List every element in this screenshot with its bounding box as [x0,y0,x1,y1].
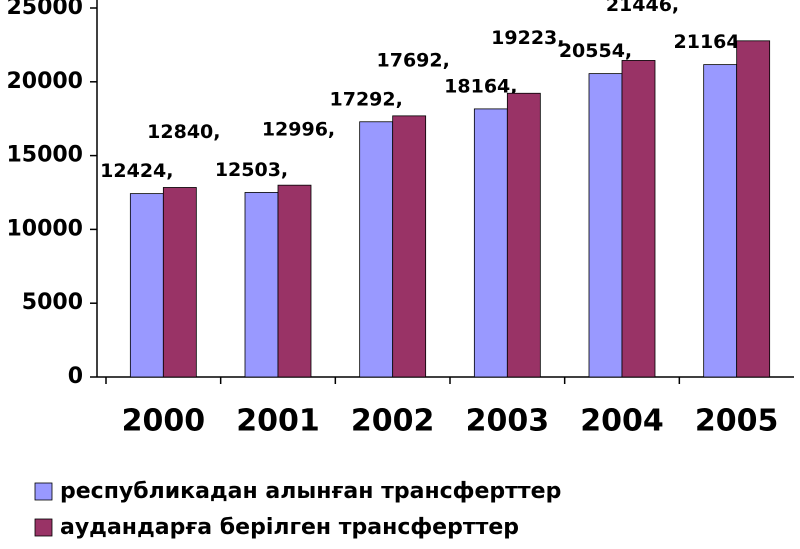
x-tick-label: 2001 [236,404,320,439]
data-label: 12503, [215,159,288,181]
data-label: 17692, [377,49,450,71]
bar [162,187,197,378]
bar [703,64,738,378]
y-tick-label: 25000 [6,0,83,20]
data-label: 12424, [100,160,173,182]
data-label: 17292, [330,88,403,110]
data-label: 20554, [559,40,632,62]
y-tick-label: 15000 [6,143,83,168]
bar [129,193,164,378]
y-tick-label: 0 [68,364,83,389]
x-tick-label: 2002 [351,404,435,439]
data-label: 21446, [606,0,679,16]
bar [621,60,656,378]
x-tick-label: 2000 [122,404,206,439]
legend-swatch [34,482,53,501]
legend-swatch [34,518,53,537]
bar [277,184,312,378]
data-label: 21164, [674,31,747,53]
y-tick-label: 10000 [6,216,83,241]
bar [736,40,771,378]
y-tick-label: 5000 [22,290,83,315]
data-label: 12996, [262,119,335,141]
bar [392,115,427,378]
data-label: 19223, [491,27,564,49]
bar [506,92,541,378]
bar [359,121,394,378]
bar [244,192,279,378]
bar [473,108,508,378]
legend-label: аудандарға берілген трансферттер [60,515,519,540]
bar [588,73,623,378]
x-tick-label: 2003 [466,404,550,439]
x-tick-label: 2005 [695,404,779,439]
legend-label: республикадан алынған трансферттер [60,479,561,504]
x-tick-label: 2004 [580,404,664,439]
y-tick-label: 20000 [6,69,83,94]
data-label: 18164, [444,75,517,97]
data-label: 12840, [147,121,220,143]
